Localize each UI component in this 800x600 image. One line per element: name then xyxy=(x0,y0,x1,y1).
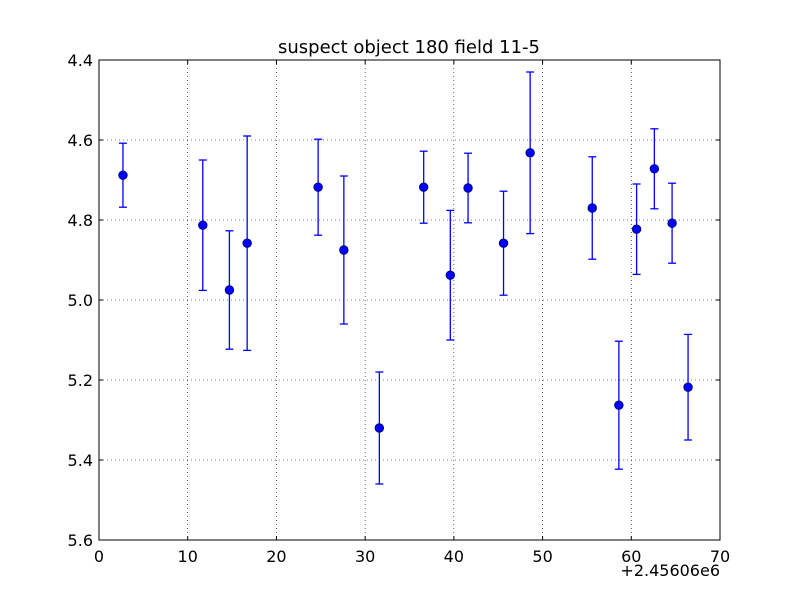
y-tick-label: 5.2 xyxy=(68,371,93,390)
x-tick-label: 50 xyxy=(532,547,552,566)
data-point xyxy=(198,220,208,230)
x-tick-label: 70 xyxy=(710,547,730,566)
x-tick-label: 40 xyxy=(444,547,464,566)
data-point xyxy=(587,203,597,213)
data-point xyxy=(339,245,349,255)
y-tick-label: 4.6 xyxy=(68,131,93,150)
x-tick-label: 60 xyxy=(621,547,641,566)
data-point xyxy=(683,382,693,392)
x-tick-label: 0 xyxy=(94,547,104,566)
data-point xyxy=(649,164,660,174)
data-point xyxy=(463,183,473,193)
y-tick-label: 5.0 xyxy=(68,291,93,310)
data-point xyxy=(667,218,677,228)
data-point xyxy=(631,224,642,234)
data-point xyxy=(525,148,535,158)
x-tick-label: 30 xyxy=(355,547,375,566)
y-tick-label: 4.4 xyxy=(68,51,93,70)
plot-frame xyxy=(98,59,721,541)
chart-title: suspect object 180 field 11-5 xyxy=(278,37,540,58)
x-axis-offset-label: +2.45606e6 xyxy=(620,561,720,580)
y-tick-label: 4.8 xyxy=(68,211,93,230)
data-point xyxy=(242,238,252,248)
data-point xyxy=(118,170,128,180)
x-tick-label: 20 xyxy=(266,547,286,566)
data-point xyxy=(445,270,456,280)
data-point xyxy=(614,400,624,410)
data-point xyxy=(418,182,429,192)
data-point xyxy=(313,182,323,192)
grid xyxy=(99,60,720,540)
y-tick-label: 5.6 xyxy=(68,531,93,550)
y-tick-label: 5.4 xyxy=(68,451,93,470)
axis-ticks: 0 10 20 30 40 50 60 70 4.4 4.6 4.8 5.0 5.2 5.4 5.6 xyxy=(68,51,731,566)
data-point xyxy=(498,238,509,248)
data-point xyxy=(374,423,385,433)
data-point xyxy=(224,285,235,295)
x-tick-label: 10 xyxy=(178,547,198,566)
data-series xyxy=(118,71,693,485)
